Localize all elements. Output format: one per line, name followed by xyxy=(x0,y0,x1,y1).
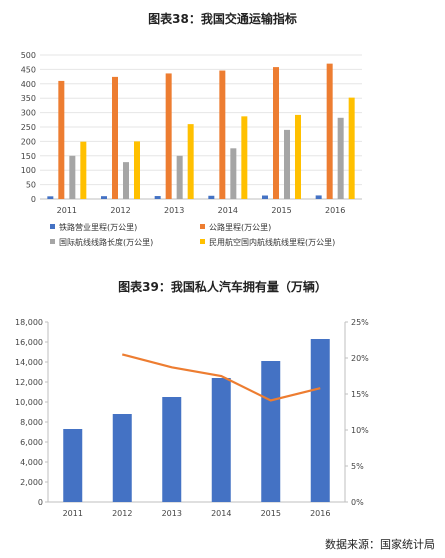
chart2-y2-tick: 0% xyxy=(351,498,364,507)
chart2-y-tick: 4,000 xyxy=(20,458,43,467)
chart2-title: 图表39：我国私人汽车拥有量（万辆） xyxy=(118,280,327,294)
chart2-bar xyxy=(112,414,132,502)
source-note: 数据来源：国家统计局 xyxy=(325,538,435,551)
chart1-bar xyxy=(154,196,161,199)
chart1-bar xyxy=(187,124,194,199)
chart2-y2-tick: 25% xyxy=(351,318,369,327)
chart2-x-tick: 2015 xyxy=(261,509,281,518)
chart1-bar xyxy=(112,76,118,199)
chart1-bar xyxy=(58,80,65,199)
chart1-bar xyxy=(47,196,54,199)
chart2-bar xyxy=(162,397,182,502)
chart1-y-tick: 100 xyxy=(21,166,36,175)
chart1-bar xyxy=(176,155,183,199)
chart1-y-tick: 350 xyxy=(21,94,36,103)
chart1-legend-swatch xyxy=(50,239,55,244)
chart2-x-tick: 2012 xyxy=(112,509,132,518)
chart1-bar xyxy=(295,114,301,199)
chart2-x-tick: 2016 xyxy=(310,509,330,518)
chart2-bar xyxy=(63,429,83,502)
chart1-y-tick: 50 xyxy=(26,181,36,190)
chart2-x-tick: 2014 xyxy=(211,509,231,518)
chart1-x-tick: 2014 xyxy=(218,206,238,215)
chart2-y2-tick: 15% xyxy=(351,390,369,399)
chart1-legend-swatch xyxy=(200,224,205,229)
chart1-y-tick: 400 xyxy=(21,80,36,89)
chart1-y-tick: 150 xyxy=(21,152,36,161)
chart1-legend-swatch xyxy=(200,239,205,244)
chart2-y-tick: 16,000 xyxy=(15,338,43,347)
chart1-bar xyxy=(326,63,333,199)
chart1-bar xyxy=(348,97,355,199)
chart1-bar xyxy=(273,67,279,199)
chart1-y-tick: 300 xyxy=(21,109,36,118)
chart1-legend-swatch xyxy=(50,224,55,229)
chart2-y-tick: 12,000 xyxy=(15,378,43,387)
chart2-y-tick: 18,000 xyxy=(15,318,43,327)
chart1-title: 图表38：我国交通运输指标 xyxy=(148,12,297,26)
chart2-bar xyxy=(211,378,231,502)
chart1-x-tick: 2015 xyxy=(271,206,291,215)
chart1-bar xyxy=(134,141,140,199)
chart1-bar xyxy=(165,73,172,199)
chart1-legend-label: 公路里程(万公里) xyxy=(209,222,271,232)
chart1-bar xyxy=(80,141,87,199)
chart1-x-tick: 2016 xyxy=(325,206,345,215)
chart2-x-tick: 2011 xyxy=(63,509,83,518)
chart1-legend-label: 民用航空国内航线航线里程(万公里) xyxy=(209,237,335,247)
chart2-y2-tick: 5% xyxy=(351,462,364,471)
chart1-y-tick: 0 xyxy=(31,195,36,204)
chart1-x-tick: 2013 xyxy=(164,206,184,215)
chart1-x-tick: 2012 xyxy=(110,206,130,215)
chart1-bar xyxy=(208,195,215,199)
chart1-bar xyxy=(230,148,237,199)
chart2-y2-tick: 10% xyxy=(351,426,369,435)
chart2-bar xyxy=(310,339,330,502)
chart1-svg: 0 50 100 150 200 250 300 350 400 450 500 2011 2012 20… xyxy=(21,51,362,247)
chart1-x-tick: 2011 xyxy=(57,206,77,215)
chart1-bar xyxy=(262,195,268,199)
chart1-bar xyxy=(315,195,322,199)
chart1-bar xyxy=(241,116,248,199)
chart2-y-tick: 8,000 xyxy=(20,418,43,427)
chart1-legend-label: 国际航线线路长度(万公里) xyxy=(59,237,153,247)
chart1-bar xyxy=(101,196,107,199)
chart1-bar xyxy=(219,70,226,199)
chart2-y2-tick: 20% xyxy=(351,354,369,363)
chart1-bar xyxy=(284,129,290,199)
chart1-y-tick: 250 xyxy=(21,123,36,132)
chart1-y-tick: 200 xyxy=(21,137,36,146)
chart2-bar xyxy=(261,361,281,502)
chart2-y-tick: 0 xyxy=(38,498,43,507)
chart2-y-tick: 2,000 xyxy=(20,478,43,487)
chart1-bar xyxy=(123,162,129,199)
chart2-y-tick: 6,000 xyxy=(20,438,43,447)
chart2-growth-line xyxy=(121,353,321,402)
chart2-y-tick: 10,000 xyxy=(15,398,43,407)
chart1-y-tick: 450 xyxy=(21,65,36,74)
chart2-y-tick: 14,000 xyxy=(15,358,43,367)
chart1-bar xyxy=(69,155,76,199)
chart1-y-tick: 500 xyxy=(21,51,36,60)
chart1-bar xyxy=(337,117,344,199)
chart1-legend-label: 铁路营业里程(万公里) xyxy=(59,222,137,232)
chart2-x-tick: 2013 xyxy=(162,509,182,518)
